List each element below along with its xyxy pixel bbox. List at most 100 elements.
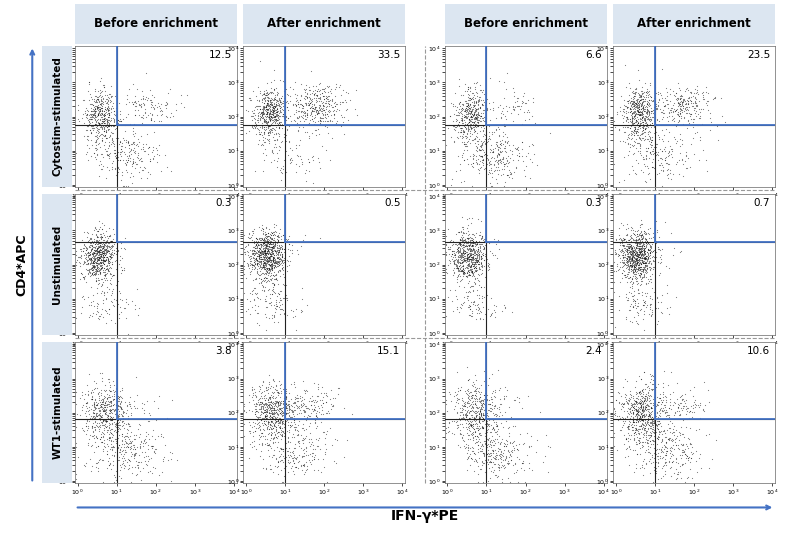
Point [648, 469, 661, 477]
Point [268, 275, 280, 284]
Point [663, 434, 675, 442]
Point [253, 223, 265, 231]
Point [628, 140, 641, 149]
Point [632, 122, 645, 131]
Point [262, 108, 275, 117]
Point [476, 85, 489, 94]
Point [305, 67, 317, 75]
Point [491, 463, 504, 471]
Point [471, 249, 484, 258]
Point [266, 248, 279, 257]
Point [142, 434, 155, 443]
Point [638, 258, 651, 267]
Point [451, 247, 464, 256]
Point [86, 266, 98, 274]
Point [659, 147, 671, 155]
Point [111, 446, 124, 455]
Point [475, 112, 487, 120]
Point [265, 234, 278, 243]
Point [663, 456, 675, 465]
Point [300, 444, 312, 452]
Point [97, 246, 109, 255]
Point [238, 400, 250, 408]
Point [626, 250, 639, 259]
Point [265, 100, 278, 108]
Point [634, 412, 646, 420]
Point [668, 434, 681, 443]
Point [672, 407, 685, 415]
Point [272, 236, 284, 244]
Point [282, 99, 294, 107]
Point [449, 260, 461, 268]
Point [88, 224, 101, 233]
Point [642, 121, 655, 130]
Point [629, 246, 641, 255]
Point [625, 250, 637, 258]
Point [452, 395, 464, 403]
Point [668, 117, 681, 126]
Point [467, 415, 479, 423]
Point [464, 450, 477, 459]
Point [626, 109, 638, 118]
Point [275, 256, 288, 265]
Point [91, 276, 104, 285]
Point [246, 227, 259, 235]
Point [640, 235, 652, 244]
Point [252, 125, 264, 134]
Point [303, 92, 316, 101]
Point [468, 104, 481, 113]
Point [470, 262, 482, 270]
Point [677, 98, 689, 107]
Point [113, 238, 126, 246]
Point [635, 231, 648, 240]
Point [249, 275, 261, 284]
Point [471, 121, 483, 130]
Point [470, 98, 482, 106]
Point [291, 119, 304, 127]
Point [619, 315, 632, 324]
Point [272, 447, 285, 455]
Point [105, 414, 118, 423]
Point [118, 245, 131, 254]
Point [636, 98, 648, 106]
Point [467, 245, 479, 253]
Point [500, 148, 512, 157]
Point [260, 229, 272, 238]
Point [270, 304, 283, 313]
Point [633, 416, 645, 424]
Point [263, 113, 275, 122]
Point [482, 381, 495, 390]
Point [645, 104, 657, 112]
Point [483, 263, 496, 271]
Point [696, 88, 709, 96]
Point [272, 400, 284, 409]
Point [640, 257, 652, 266]
Point [458, 236, 471, 244]
Point [502, 423, 515, 432]
Point [107, 427, 120, 436]
Point [648, 304, 661, 313]
Point [625, 97, 637, 105]
Point [246, 289, 258, 298]
Point [463, 389, 475, 397]
Point [448, 404, 460, 413]
Point [622, 422, 634, 430]
Point [271, 259, 283, 268]
Point [91, 410, 103, 418]
Point [475, 231, 488, 240]
Point [274, 393, 286, 401]
Point [79, 150, 92, 158]
Point [630, 398, 643, 407]
Point [616, 106, 629, 115]
Point [629, 245, 641, 253]
Point [516, 98, 529, 106]
Point [651, 320, 663, 328]
Point [637, 121, 650, 130]
Point [260, 96, 273, 104]
Point [498, 160, 511, 169]
Point [265, 100, 278, 109]
Point [445, 297, 458, 306]
Point [288, 424, 301, 433]
Point [124, 444, 137, 453]
Point [626, 130, 638, 139]
